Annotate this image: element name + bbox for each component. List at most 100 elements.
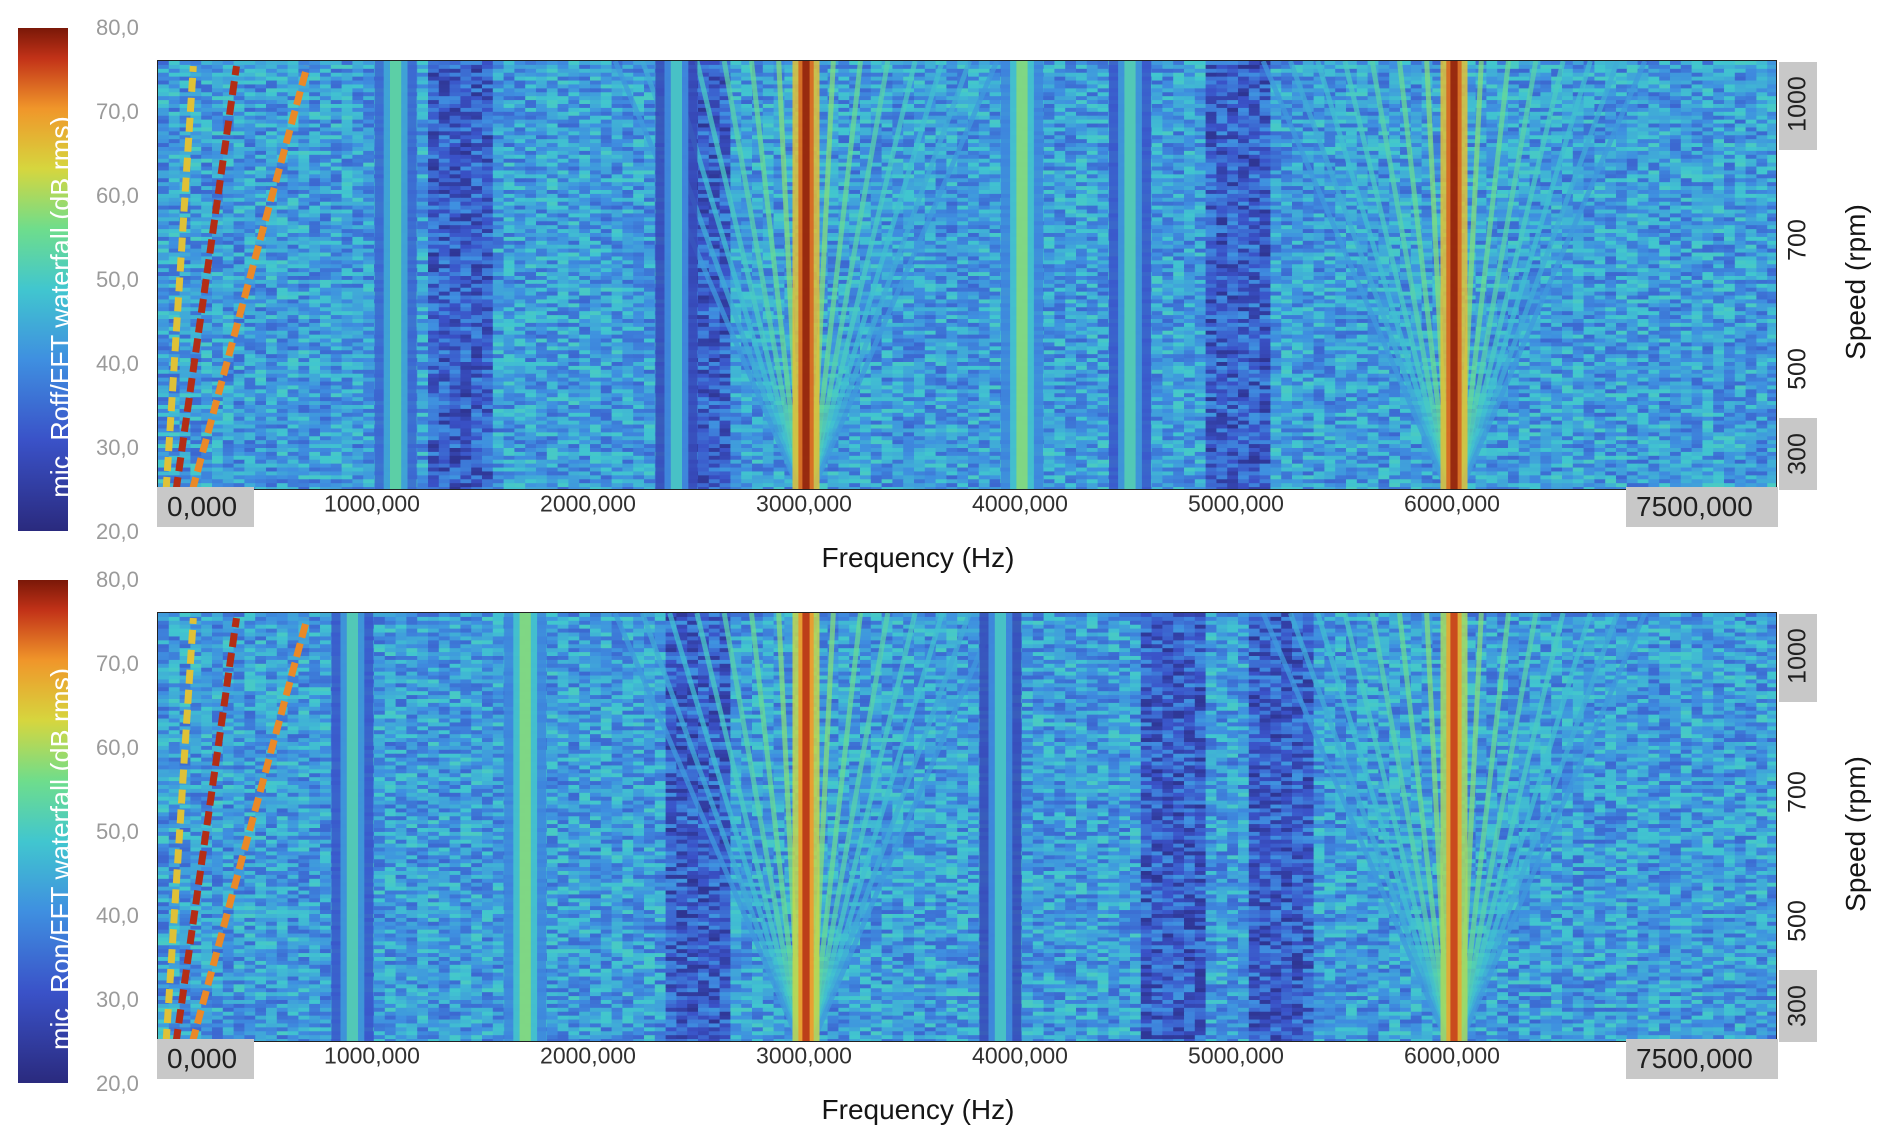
heatmap-cell bbox=[1670, 127, 1682, 132]
heatmap-cell bbox=[276, 190, 289, 195]
heatmap-cell bbox=[330, 100, 343, 105]
heatmap-cell bbox=[1680, 123, 1693, 129]
heatmap-cell bbox=[1194, 186, 1207, 191]
heatmap-cell bbox=[870, 88, 883, 93]
heatmap-cell bbox=[1508, 135, 1520, 140]
heatmap-cell bbox=[244, 143, 256, 148]
heatmap-cell bbox=[622, 72, 634, 78]
heatmap-cell bbox=[1724, 111, 1736, 117]
heatmap-cell bbox=[417, 72, 429, 78]
heatmap-cell bbox=[1680, 178, 1693, 183]
heatmap-cell bbox=[471, 119, 483, 125]
heatmap-cell bbox=[784, 127, 796, 132]
heatmap-cell bbox=[1356, 154, 1369, 160]
heatmap-cell bbox=[892, 68, 904, 74]
heatmap-cell bbox=[719, 139, 731, 144]
heatmap-cell bbox=[255, 68, 267, 74]
heatmap-cell bbox=[708, 88, 721, 93]
heatmap-cell bbox=[590, 104, 602, 109]
heatmap-cell bbox=[1043, 111, 1055, 117]
waterfall-plot-area[interactable] bbox=[157, 60, 1777, 490]
heatmap-cell bbox=[1194, 111, 1207, 117]
heatmap-cell bbox=[1367, 150, 1379, 156]
heatmap-cell bbox=[255, 162, 267, 168]
heatmap-cell bbox=[255, 107, 267, 113]
heatmap-cell bbox=[1302, 131, 1315, 136]
heatmap-cell bbox=[1151, 64, 1163, 70]
heatmap-cell bbox=[644, 104, 656, 109]
heatmap-cell bbox=[1551, 96, 1563, 101]
heatmap-cell bbox=[1227, 84, 1239, 89]
heatmap-cell bbox=[1205, 174, 1217, 179]
heatmap-cell bbox=[600, 150, 613, 156]
heatmap-cell bbox=[1043, 104, 1055, 109]
heatmap-cell bbox=[698, 64, 710, 70]
heatmap-cell bbox=[946, 76, 958, 82]
heatmap-cell bbox=[1659, 104, 1671, 109]
heatmap-cell bbox=[1151, 139, 1163, 144]
heatmap-cell bbox=[568, 127, 580, 132]
heatmap-cell bbox=[417, 127, 429, 132]
heatmap-cell bbox=[1497, 178, 1509, 183]
heatmap-cell bbox=[730, 111, 742, 117]
heatmap-cell bbox=[708, 107, 721, 113]
heatmap-cell bbox=[1378, 88, 1390, 93]
heatmap-cell bbox=[1659, 64, 1671, 70]
heatmap-cell bbox=[1302, 76, 1315, 82]
heatmap-cell bbox=[1637, 147, 1649, 152]
heatmap-cell bbox=[1551, 182, 1563, 187]
heatmap-cell bbox=[1151, 100, 1163, 105]
heatmap-cell bbox=[1659, 96, 1671, 101]
heatmap-cell bbox=[212, 170, 224, 175]
heatmap-cell bbox=[1626, 76, 1639, 82]
heatmap-cell bbox=[590, 107, 602, 113]
heatmap-cell bbox=[1486, 178, 1498, 183]
heatmap-cell bbox=[341, 190, 353, 195]
heatmap-cell bbox=[1076, 61, 1088, 66]
heatmap-cell bbox=[1637, 150, 1649, 156]
heatmap-cell bbox=[1475, 143, 1487, 148]
heatmap-cell bbox=[1767, 80, 1776, 86]
heatmap-cell bbox=[1616, 162, 1628, 168]
heatmap-cell bbox=[201, 190, 213, 195]
heatmap-cell bbox=[1097, 131, 1109, 136]
heatmap-cell bbox=[622, 139, 634, 144]
heatmap-cell bbox=[1259, 154, 1271, 160]
heatmap-cell bbox=[1594, 64, 1606, 70]
heatmap-cell bbox=[968, 123, 980, 129]
heatmap-cell bbox=[1270, 80, 1282, 86]
heatmap-cell bbox=[1540, 96, 1552, 101]
heatmap-cell bbox=[773, 150, 785, 156]
heatmap-cell bbox=[298, 96, 310, 101]
heatmap-cell bbox=[1637, 186, 1649, 191]
heatmap-cell bbox=[1162, 182, 1174, 187]
heatmap-cell bbox=[579, 150, 591, 156]
heatmap-cell bbox=[287, 123, 299, 129]
heatmap-cell bbox=[1659, 80, 1671, 86]
heatmap-cell bbox=[1043, 107, 1055, 113]
heatmap-cell bbox=[1734, 92, 1747, 97]
heatmap-cell bbox=[1054, 154, 1066, 160]
heatmap-cell bbox=[1637, 68, 1649, 74]
heatmap-cell bbox=[341, 68, 353, 74]
heatmap-cell bbox=[1248, 170, 1261, 175]
heatmap-cell bbox=[1367, 131, 1379, 136]
heatmap-cell bbox=[698, 127, 710, 132]
heatmap-cell bbox=[1540, 100, 1552, 105]
heatmap-cell bbox=[1162, 100, 1174, 105]
heatmap-cell bbox=[1400, 139, 1412, 144]
heatmap-cell bbox=[752, 80, 764, 86]
heatmap-cell bbox=[298, 174, 310, 179]
heatmap-cell bbox=[622, 154, 634, 160]
heatmap-cell bbox=[1745, 154, 1757, 160]
heatmap-cell bbox=[179, 84, 191, 89]
waterfall-heatmap[interactable] bbox=[158, 61, 1777, 490]
heatmap-cell bbox=[1691, 143, 1703, 148]
heatmap-cell bbox=[190, 131, 202, 136]
heatmap-cell bbox=[1151, 68, 1163, 74]
heatmap-cell bbox=[1432, 115, 1444, 121]
heatmap-cell bbox=[1292, 150, 1304, 156]
heatmap-cell bbox=[525, 150, 537, 156]
heatmap-cell bbox=[503, 135, 515, 140]
heatmap-cell bbox=[1324, 178, 1336, 183]
